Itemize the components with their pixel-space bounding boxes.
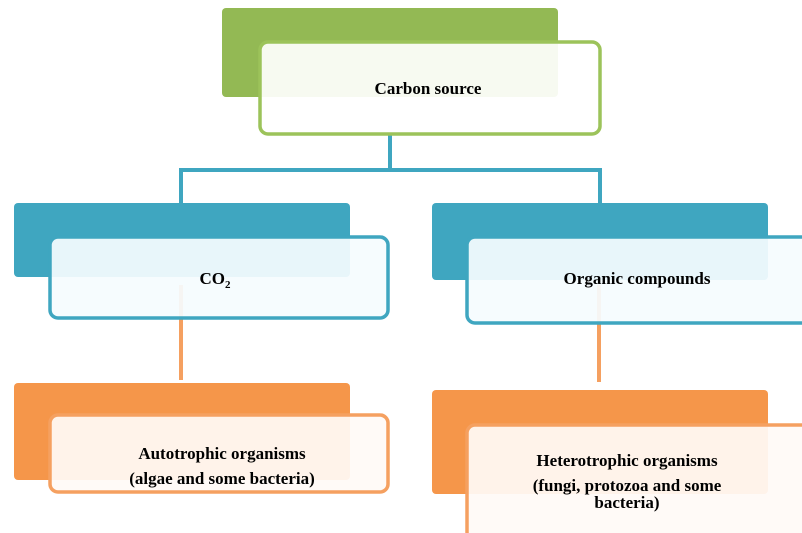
node-label: Carbon source [375, 79, 482, 98]
node-label: CO2 [200, 269, 232, 291]
blue-connector [179, 134, 602, 205]
node-line: (algae and some bacteria) [129, 469, 315, 488]
label-main: CO [200, 269, 226, 288]
node-line: bacteria) [594, 493, 659, 512]
node-line: Heterotrophic organisms [536, 451, 718, 470]
label-subscript: 2 [225, 279, 231, 291]
node-box [465, 423, 802, 533]
node-label: Organic compounds [564, 269, 711, 288]
node-box [48, 235, 390, 320]
node-box [48, 413, 390, 494]
node-line: (fungi, protozoa and some [533, 476, 722, 495]
node-line: Autotrophic organisms [138, 444, 306, 463]
node-box [258, 40, 602, 136]
node-box [465, 235, 802, 325]
